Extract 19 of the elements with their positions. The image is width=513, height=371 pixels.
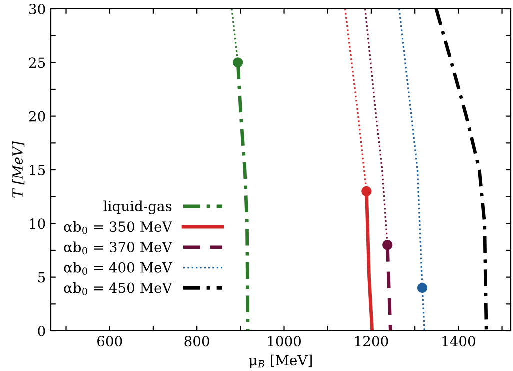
x-tick-label: 1200	[355, 336, 388, 347]
legend-label: αb$_{0}$ = 370 MeV	[64, 242, 173, 255]
legend-label: αb$_{0}$ = 450 MeV	[64, 282, 173, 296]
x-tick-label: 800	[184, 336, 210, 347]
y-tick-label: 15	[30, 164, 46, 176]
legend-label: liquid-gas	[104, 200, 172, 214]
y-tick-label: 10	[30, 218, 46, 230]
x-tick-label: 1000	[268, 336, 302, 347]
x-tick-label: 1400	[442, 336, 476, 347]
legend-label: αb$_{0}$ = 400 MeV	[64, 262, 173, 275]
y-tick-label: 5	[38, 272, 46, 283]
x-tick-label: 600	[98, 336, 122, 347]
y-tick-label: 20	[29, 111, 46, 122]
y-tick-label: 0	[38, 326, 46, 336]
y-axis-title: T [MeV]	[12, 141, 25, 198]
x-axis-title: μ$_{B}$ [MeV]	[249, 354, 312, 368]
y-tick-label: 25	[29, 58, 46, 68]
y-tick-label: 30	[30, 4, 46, 14]
legend-label: αb$_{0}$ = 350 MeV	[64, 221, 173, 234]
